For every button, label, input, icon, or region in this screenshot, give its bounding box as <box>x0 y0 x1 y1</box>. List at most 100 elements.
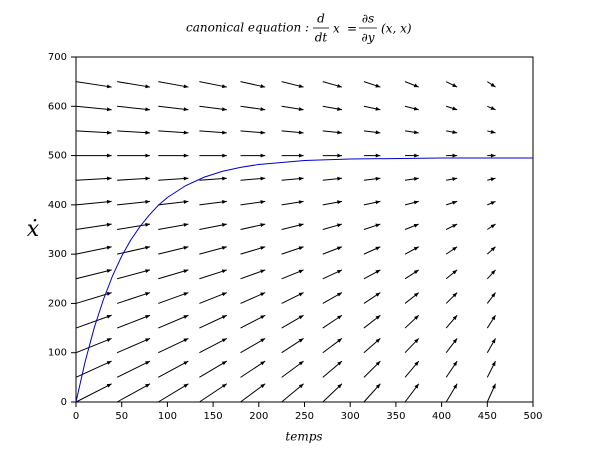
arrow <box>363 105 381 111</box>
arrow-head <box>413 83 419 88</box>
arrow <box>404 200 419 206</box>
arrow <box>281 105 304 111</box>
arrow-head <box>452 315 458 321</box>
arrow <box>158 383 189 403</box>
arrow <box>199 383 228 403</box>
arrow-head <box>298 338 304 343</box>
arrow-head <box>183 199 189 204</box>
arrow <box>363 130 381 135</box>
arrow-head <box>490 82 496 88</box>
arrow-head <box>145 338 151 343</box>
arrow-head <box>452 224 458 228</box>
arrow-head <box>260 130 266 135</box>
arrow-head <box>106 107 112 112</box>
arrow-head <box>183 315 189 319</box>
arrow-head <box>414 153 419 158</box>
arrow-head <box>106 245 112 250</box>
arrow-head <box>183 107 189 112</box>
arrow <box>281 314 304 329</box>
arrow-head <box>260 315 266 320</box>
arrow-head <box>413 176 419 181</box>
arrow-head <box>183 383 189 388</box>
title-text: canonical equation : <box>186 21 309 35</box>
arrow-head <box>413 223 419 228</box>
arrow <box>117 130 151 135</box>
arrow <box>404 383 420 403</box>
arrow <box>363 246 381 255</box>
arrow <box>117 81 151 89</box>
arrow-shaft <box>75 223 112 230</box>
arrow <box>445 383 458 403</box>
arrow <box>240 360 266 378</box>
arrow-head <box>414 338 419 344</box>
arrow-head <box>260 383 266 389</box>
arrow-head <box>298 383 304 389</box>
arrow <box>117 222 151 230</box>
arrow-head <box>452 83 458 88</box>
arrow-head <box>221 269 227 274</box>
arrow-head <box>375 338 381 343</box>
arrow-head <box>490 129 496 134</box>
arrow <box>76 153 112 158</box>
arrow <box>446 153 458 158</box>
arrow <box>240 292 266 304</box>
arrow <box>445 314 458 329</box>
arrow <box>487 105 496 111</box>
arrow <box>116 360 151 378</box>
arrow-head <box>375 130 381 135</box>
arrow-head <box>145 315 151 319</box>
arrow <box>281 246 304 255</box>
arrow <box>322 200 343 206</box>
x-tick-label: 400 <box>432 411 451 422</box>
title-lhs-den: dt <box>315 31 328 45</box>
arrow-head <box>375 292 381 297</box>
arrow-head <box>260 223 266 227</box>
arrow <box>404 176 419 181</box>
chart-title: canonical equation : d dt x = ∂s ∂y (x, … <box>186 12 412 45</box>
arrow-head <box>183 245 189 250</box>
arrow <box>199 314 228 329</box>
arrow-head <box>375 83 381 88</box>
arrow-head <box>337 107 342 111</box>
arrow-head <box>145 361 151 365</box>
arrow-head <box>413 130 419 135</box>
arrow <box>158 269 189 280</box>
title-rhs-arg: (x, x) <box>381 22 412 36</box>
arrow-head <box>337 200 342 205</box>
arrow-head <box>414 361 419 366</box>
arrow <box>322 246 343 255</box>
arrow <box>75 130 112 135</box>
arrow-head <box>145 84 151 89</box>
arrow-head <box>375 246 381 251</box>
arrow <box>75 176 112 181</box>
arrow-head <box>490 153 496 158</box>
arrow <box>487 153 496 158</box>
arrow-head <box>298 269 304 274</box>
arrow-head <box>183 222 189 227</box>
arrow-head <box>298 315 304 320</box>
arrow-head <box>452 200 458 205</box>
arrow-head <box>452 338 458 344</box>
arrow-shaft <box>116 360 151 378</box>
arrow <box>486 314 496 329</box>
arrow-head <box>298 153 304 158</box>
arrow-shaft <box>75 269 112 280</box>
arrow <box>281 223 304 230</box>
arrow-shaft <box>199 337 228 354</box>
arrow-head <box>145 130 151 135</box>
arrow-shaft <box>75 246 112 255</box>
arrow <box>445 292 458 304</box>
arrow <box>404 360 420 378</box>
arrow-shaft <box>199 360 228 378</box>
arrow-head <box>491 383 496 389</box>
arrow-head <box>375 106 381 111</box>
arrow-shaft <box>75 337 112 354</box>
arrow <box>322 81 343 88</box>
arrow <box>116 292 151 304</box>
arrow-shaft <box>75 81 112 88</box>
arrow-head <box>260 200 266 204</box>
arrow <box>158 360 189 378</box>
arrow-head <box>106 199 112 204</box>
arrow-head <box>106 338 112 342</box>
arrow <box>322 360 343 378</box>
